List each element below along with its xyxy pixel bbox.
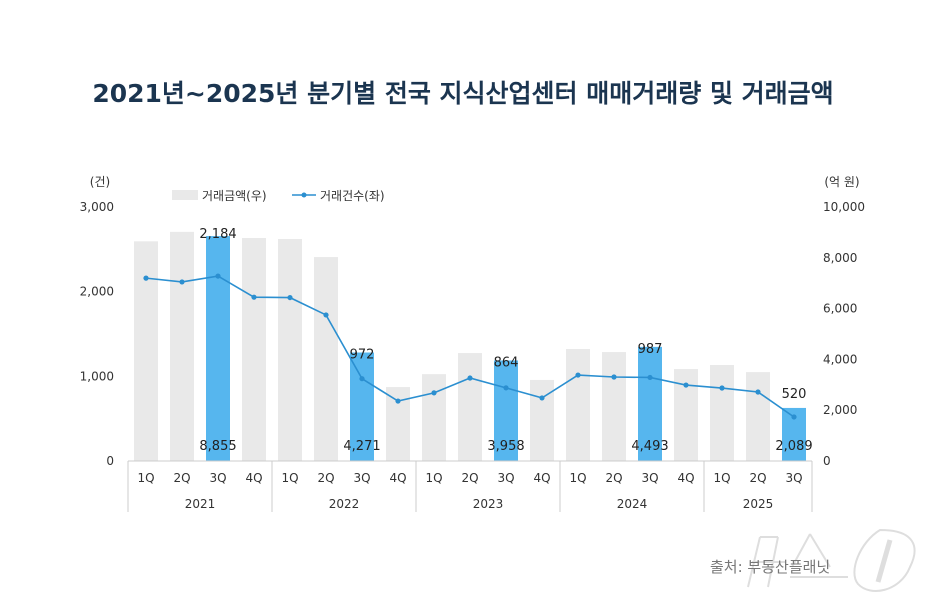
x-tick-quarter: 4Q bbox=[389, 471, 406, 485]
bar-2022-1Q bbox=[278, 239, 302, 461]
line-point-2021-4Q bbox=[251, 294, 257, 300]
x-tick-quarter: 2Q bbox=[749, 471, 766, 485]
bar-2021-2Q bbox=[170, 231, 194, 461]
watermark-logo bbox=[747, 528, 916, 592]
line-data-label: 987 bbox=[638, 342, 663, 357]
x-tick-quarter: 3Q bbox=[497, 471, 514, 485]
x-tick-year: 2022 bbox=[329, 497, 360, 511]
bar-2022-2Q bbox=[314, 257, 338, 461]
x-tick-quarter: 1Q bbox=[569, 471, 586, 485]
bar-data-label: 3,958 bbox=[487, 439, 524, 454]
line-point-2025-1Q bbox=[719, 385, 725, 391]
line-point-2022-1Q bbox=[287, 294, 293, 301]
line-point-2021-1Q bbox=[143, 275, 149, 281]
bar-2021-1Q bbox=[134, 241, 158, 461]
x-tick-quarter: 3Q bbox=[353, 471, 370, 485]
right-axis-tick: 0 bbox=[823, 454, 831, 468]
line-point-2024-1Q bbox=[575, 372, 581, 378]
bar-2024-3Q bbox=[638, 346, 662, 461]
line-point-2022-2Q bbox=[323, 312, 329, 318]
line-point-2021-2Q bbox=[179, 279, 185, 285]
bar-2024-1Q bbox=[566, 348, 590, 461]
x-tick-quarter: 3Q bbox=[641, 471, 658, 485]
right-axis-tick: 2,000 bbox=[823, 403, 857, 417]
x-tick-year: 2024 bbox=[617, 497, 648, 511]
bar-2021-4Q bbox=[242, 237, 266, 461]
legend-bar-swatch bbox=[172, 190, 198, 200]
bar-2022-4Q bbox=[386, 387, 410, 461]
bar-data-label: 8,855 bbox=[199, 439, 236, 454]
x-tick-quarter: 2Q bbox=[317, 471, 334, 485]
left-axis-unit: (건) bbox=[90, 175, 110, 189]
line-point-2023-3Q bbox=[503, 385, 509, 391]
bar-2023-2Q bbox=[458, 353, 482, 461]
bar-2023-1Q bbox=[422, 374, 446, 461]
line-point-2025-3Q bbox=[791, 414, 797, 420]
bar-2025-2Q bbox=[746, 372, 770, 461]
x-tick-quarter: 2Q bbox=[173, 471, 190, 485]
legend-line-marker bbox=[301, 192, 307, 198]
bar-data-label: 4,493 bbox=[631, 439, 668, 454]
right-axis-tick: 8,000 bbox=[823, 251, 857, 265]
line-point-2023-2Q bbox=[467, 375, 473, 381]
x-tick-quarter: 3Q bbox=[785, 471, 802, 485]
x-tick-quarter: 2Q bbox=[605, 471, 622, 485]
x-tick-year: 2023 bbox=[473, 497, 504, 511]
line-point-2024-2Q bbox=[611, 374, 617, 380]
left-axis-tick: 0 bbox=[106, 454, 114, 468]
bar-2023-3Q bbox=[494, 360, 518, 461]
line-data-label: 520 bbox=[782, 387, 807, 402]
line-point-2023-1Q bbox=[431, 390, 437, 396]
line-point-2024-3Q bbox=[647, 374, 653, 381]
x-tick-quarter: 4Q bbox=[245, 471, 262, 485]
right-axis-unit: (억 원) bbox=[824, 175, 859, 189]
line-data-label: 972 bbox=[350, 348, 375, 363]
x-tick-year: 2025 bbox=[743, 497, 774, 511]
x-tick-quarter: 1Q bbox=[713, 471, 730, 485]
line-point-2021-3Q bbox=[215, 273, 221, 279]
line-data-label: 864 bbox=[494, 355, 519, 370]
legend-bar-label: 거래금액(우) bbox=[202, 189, 267, 203]
right-axis-tick: 10,000 bbox=[823, 200, 865, 214]
bar-data-label: 2,089 bbox=[775, 439, 812, 454]
x-tick-quarter: 1Q bbox=[281, 471, 298, 485]
line-point-2025-2Q bbox=[755, 389, 761, 395]
left-axis-tick: 2,000 bbox=[80, 285, 114, 299]
source-note: 출처: 부동산플래닛 bbox=[710, 558, 831, 576]
bar-2025-1Q bbox=[710, 364, 734, 461]
bar-2022-3Q bbox=[350, 352, 374, 461]
bar-2021-3Q bbox=[206, 236, 230, 461]
bar-data-label: 4,271 bbox=[343, 439, 380, 454]
x-tick-quarter: 1Q bbox=[137, 471, 154, 485]
x-tick-quarter: 4Q bbox=[677, 471, 694, 485]
line-point-2022-4Q bbox=[395, 398, 401, 404]
line-data-label: 2,184 bbox=[199, 227, 236, 242]
x-tick-quarter: 2Q bbox=[461, 471, 478, 485]
legend-line-label: 거래건수(좌) bbox=[320, 189, 385, 203]
x-tick-quarter: 1Q bbox=[425, 471, 442, 485]
left-axis-tick: 1,000 bbox=[80, 369, 114, 383]
x-tick-year: 2021 bbox=[185, 497, 216, 511]
line-point-2023-4Q bbox=[539, 395, 545, 401]
x-tick-quarter: 3Q bbox=[209, 471, 226, 485]
line-point-2024-4Q bbox=[683, 382, 689, 388]
left-axis-tick: 3,000 bbox=[80, 200, 114, 214]
chart-title: 2021년~2025년 분기별 전국 지식산업센터 매매거래량 및 거래금액 bbox=[92, 79, 834, 108]
right-axis-tick: 6,000 bbox=[823, 302, 857, 316]
x-tick-quarter: 4Q bbox=[533, 471, 550, 485]
line-point-2022-3Q bbox=[359, 376, 365, 382]
bar-2024-2Q bbox=[602, 352, 626, 461]
right-axis-tick: 4,000 bbox=[823, 352, 857, 366]
